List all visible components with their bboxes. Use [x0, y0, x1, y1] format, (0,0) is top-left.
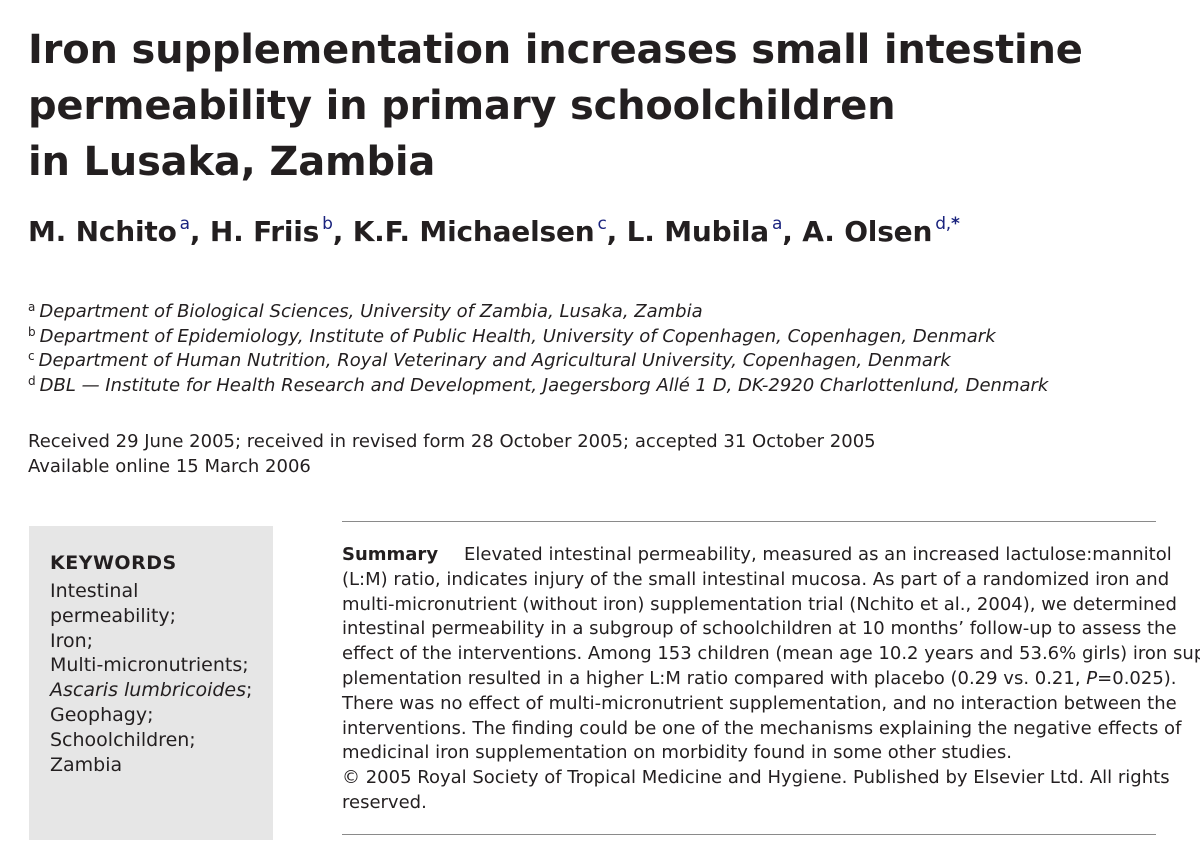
summary-label: Summary	[342, 544, 439, 565]
title-line: in Lusaka, Zambia	[28, 139, 436, 185]
keyword-item: Multi-micronutrients;	[50, 654, 249, 677]
summary-bottom-divider	[342, 834, 1156, 835]
affiliation-text: Department of Biological Sciences, Unive…	[39, 301, 703, 322]
keyword-list: Intestinal permeability; Iron; Multi-mic…	[50, 579, 252, 777]
keyword-item: Intestinal	[50, 580, 139, 602]
affiliation: a Department of Biological Sciences, Univ…	[28, 300, 1048, 325]
affiliation-list: a Department of Biological Sciences, Univ…	[28, 300, 1048, 399]
summary-line: interventions. The finding could be one …	[342, 717, 1182, 739]
affiliation-text: Department of Epidemiology, Institute of…	[39, 325, 996, 347]
article-history: Received 29 June 2005; received in revis…	[28, 429, 876, 479]
author-name: M. Nchito	[28, 215, 177, 248]
author-affiliation-link[interactable]: d,*	[935, 214, 960, 234]
affiliation-marker: c	[28, 349, 35, 364]
author-affiliation-link[interactable]: a	[772, 214, 783, 234]
keyword-item: Ascaris lumbricoides;	[50, 678, 252, 703]
p-value: =0.025).	[1097, 667, 1177, 689]
keyword-item: Zambia	[50, 753, 123, 776]
author-affiliation-link[interactable]: b	[322, 214, 333, 234]
keyword-item: Iron;	[50, 629, 94, 652]
affiliation-marker: a	[28, 300, 36, 314]
author-name: A. Olsen	[802, 215, 933, 248]
keyword-item: permeability;	[50, 604, 177, 627]
summary-line: intestinal permeability in a subgroup of…	[342, 618, 1177, 640]
affiliation: b Department of Epidemiology, Institute o…	[28, 325, 1048, 350]
affiliation: c Department of Human Nutrition, Royal Ve…	[28, 349, 1048, 374]
abstract-summary: Summary Elevated intestinal permeability,…	[342, 543, 1200, 816]
summary-line: effect of the interventions. Among 153 c…	[342, 643, 1200, 665]
article-title: Iron supplementation increases small int…	[28, 22, 1168, 190]
keyword-species: Ascaris lumbricoides	[50, 679, 246, 702]
corresponding-author-link[interactable]: *	[950, 214, 960, 234]
author-separator: ,	[189, 215, 210, 248]
copyright-line: © 2005 Royal Society of Tropical Medicin…	[342, 767, 1170, 789]
p-value-label: P	[1086, 667, 1098, 689]
affiliation-marker: d	[28, 374, 36, 389]
author-separator: ,	[332, 215, 353, 248]
author-name: K.F. Michaelsen	[352, 215, 595, 248]
author-separator: ,	[606, 215, 627, 248]
author-name: H. Friis	[209, 215, 320, 248]
affiliation-text: DBL — Institute for Health Research and …	[39, 375, 1049, 397]
summary-top-divider	[342, 521, 1156, 522]
affiliation-marker: d,	[935, 214, 951, 234]
keywords-heading: KEYWORDS	[50, 552, 177, 574]
author-separator: ,	[782, 215, 803, 248]
summary-line: medicinal iron supplementation on morbid…	[342, 742, 1012, 764]
keywords-panel: KEYWORDS Intestinal permeability; Iron; …	[29, 526, 273, 840]
keyword-separator: ;	[246, 679, 253, 702]
keyword-item: Geophagy;	[50, 703, 154, 726]
summary-line: Summary Elevated intestinal permeability,…	[342, 543, 1172, 568]
title-line: Iron supplementation increases small int…	[28, 27, 1083, 73]
summary-text: Elevated intestinal permeability, measur…	[464, 544, 1172, 565]
summary-line: plementation resulted in a higher L:M ra…	[342, 667, 1177, 692]
affiliation: d DBL — Institute for Health Research and…	[28, 374, 1048, 399]
title-line: permeability in primary schoolchildren	[28, 83, 896, 129]
keyword-item: Schoolchildren;	[50, 728, 196, 751]
affiliation-text: Department of Human Nutrition, Royal Vet…	[38, 350, 951, 372]
author-affiliation-link[interactable]: a	[179, 214, 190, 234]
summary-line: (L:M) ratio, indicates injury of the sma…	[342, 568, 1170, 590]
affiliation-marker: b	[28, 324, 36, 339]
summary-text: plementation resulted in a higher L:M ra…	[342, 667, 1087, 689]
summary-line: There was no effect of multi-micronutrie…	[342, 692, 1177, 714]
author-name: L. Mubila	[626, 215, 770, 248]
author-list: M. Nchito a, H. Friis b, K.F. Michaelsen c,…	[28, 210, 960, 254]
author-affiliation-link[interactable]: c	[597, 214, 607, 234]
online-date: Available online 15 March 2006	[28, 456, 311, 477]
summary-line: multi-micronutrient (without iron) suppl…	[342, 593, 1177, 615]
copyright-line: reserved.	[342, 791, 427, 813]
received-dates: Received 29 June 2005; received in revis…	[28, 431, 876, 452]
